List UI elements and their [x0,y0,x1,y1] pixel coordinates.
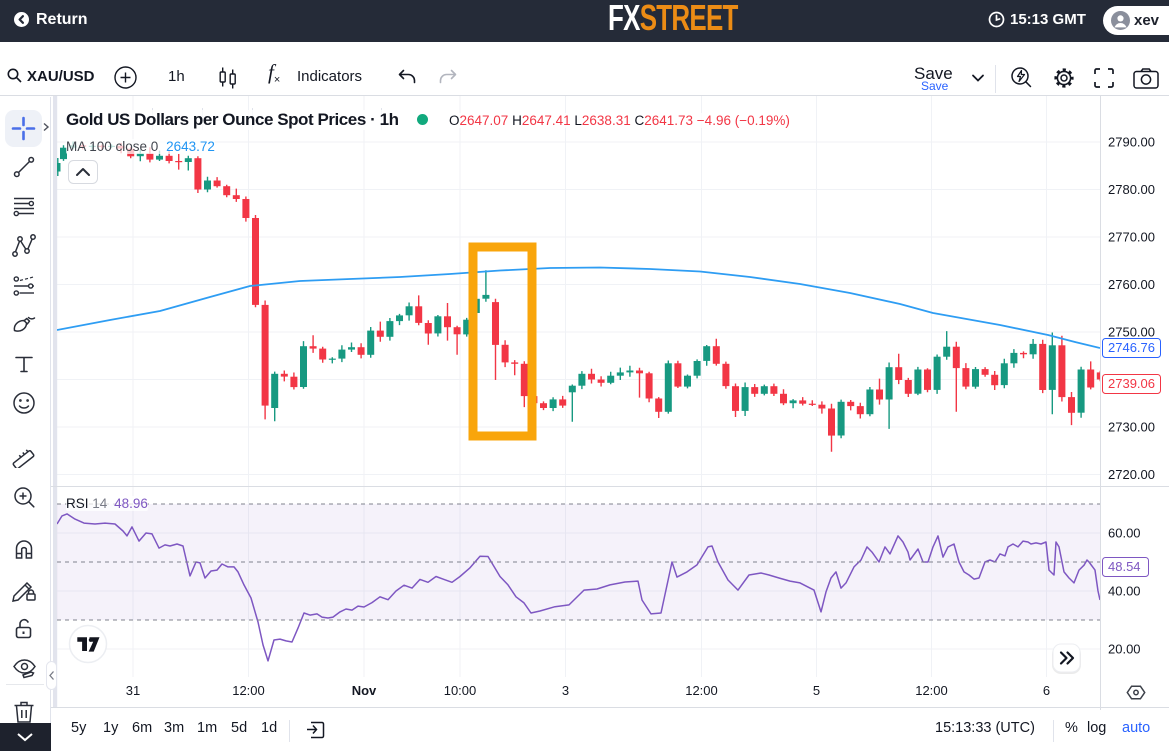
svg-text:Nov: Nov [352,683,377,698]
svg-text:5: 5 [813,683,820,698]
svg-text:48.54: 48.54 [1108,559,1141,574]
svg-text:2730.00: 2730.00 [1108,420,1155,435]
svg-text:3: 3 [562,683,569,698]
svg-text:12:00: 12:00 [685,683,718,698]
svg-text:60.00: 60.00 [1108,526,1141,541]
svg-text:12:00: 12:00 [232,683,265,698]
svg-text:2746.76: 2746.76 [1108,340,1155,355]
svg-text:2780.00: 2780.00 [1108,182,1155,197]
svg-text:20.00: 20.00 [1108,642,1141,657]
svg-text:2770.00: 2770.00 [1108,230,1155,245]
svg-text:10:00: 10:00 [444,683,477,698]
svg-text:2720.00: 2720.00 [1108,467,1155,482]
svg-text:2739.06: 2739.06 [1108,376,1155,391]
svg-text:6: 6 [1043,683,1050,698]
svg-text:12:00: 12:00 [915,683,948,698]
svg-text:2760.00: 2760.00 [1108,277,1155,292]
svg-text:40.00: 40.00 [1108,584,1141,599]
svg-text:2750.00: 2750.00 [1108,325,1155,340]
svg-text:31: 31 [126,683,140,698]
svg-text:2790.00: 2790.00 [1108,135,1155,150]
